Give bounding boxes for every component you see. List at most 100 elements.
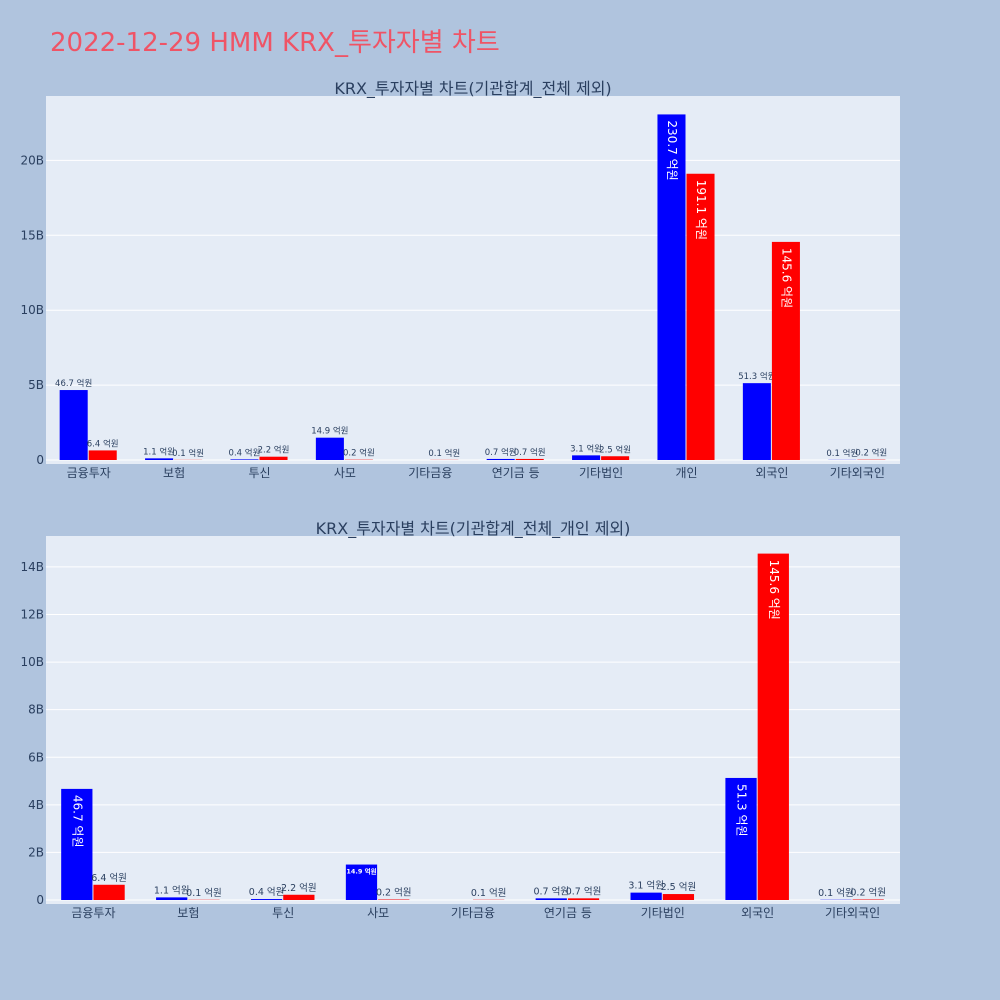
data-label: 0.7 억원 bbox=[566, 885, 602, 897]
data-label: 46.7 억원 bbox=[55, 378, 92, 389]
data-label: 145.6 억원 bbox=[779, 248, 793, 308]
bar bbox=[686, 173, 715, 460]
x-tick-label: 기타법인 bbox=[579, 466, 623, 480]
data-label: 1.1 억원 bbox=[143, 446, 175, 457]
x-tick-label: 투신 bbox=[248, 466, 270, 480]
data-label: 14.9 억원 bbox=[346, 867, 376, 876]
y-tick-label: 0 bbox=[36, 453, 44, 467]
bar bbox=[59, 390, 88, 460]
bar bbox=[315, 437, 344, 460]
bar bbox=[486, 458, 515, 460]
data-label: 46.7 억원 bbox=[70, 795, 84, 848]
data-label: 0.1 억원 bbox=[428, 448, 460, 459]
data-label: 1.1 억원 bbox=[154, 884, 190, 896]
bar bbox=[757, 553, 789, 900]
data-label: 3.1 억원 bbox=[570, 443, 602, 454]
y-tick-label: 14B bbox=[20, 560, 44, 574]
data-label: 2.5 억원 bbox=[661, 881, 697, 893]
x-tick-label: 개인 bbox=[675, 466, 697, 480]
data-label: 191.1 억원 bbox=[694, 180, 708, 240]
x-tick-label: 외국인 bbox=[755, 466, 788, 480]
data-label: 0.2 억원 bbox=[850, 887, 886, 899]
data-label: 2.5 억원 bbox=[599, 444, 631, 455]
x-tick-label: 연기금 등 bbox=[544, 906, 592, 920]
y-tick-label: 2B bbox=[28, 845, 44, 859]
data-label: 51.3 억원 bbox=[735, 784, 749, 837]
bar bbox=[572, 455, 601, 460]
y-tick-label: 6B bbox=[28, 750, 44, 764]
bar bbox=[88, 450, 117, 460]
y-tick-label: 5B bbox=[28, 378, 44, 392]
data-label: 0.2 억원 bbox=[376, 887, 412, 899]
chart-title: KRX_투자자별 차트(기관합계_전체 제외) bbox=[334, 79, 611, 99]
data-label: 2.2 억원 bbox=[258, 445, 290, 456]
x-tick-label: 기타외국인 bbox=[830, 466, 885, 480]
x-tick-label: 외국인 bbox=[741, 906, 774, 920]
bar bbox=[725, 777, 757, 900]
bar bbox=[742, 383, 771, 460]
x-tick-label: 금융투자 bbox=[67, 466, 111, 480]
data-label: 0.7 억원 bbox=[533, 885, 569, 897]
y-tick-label: 8B bbox=[28, 703, 44, 717]
bar bbox=[61, 788, 93, 900]
data-label: 6.4 억원 bbox=[87, 438, 119, 449]
data-label: 0.1 억원 bbox=[826, 448, 858, 459]
x-tick-label: 사모 bbox=[334, 466, 356, 480]
bar bbox=[601, 456, 630, 460]
data-label: 2.2 억원 bbox=[281, 882, 317, 894]
data-label: 0.4 억원 bbox=[249, 886, 285, 898]
data-label: 3.1 억원 bbox=[628, 880, 664, 892]
y-tick-label: 0 bbox=[36, 893, 44, 907]
bar bbox=[230, 459, 259, 460]
x-tick-label: 금융투자 bbox=[71, 906, 115, 920]
x-tick-label: 투신 bbox=[272, 906, 294, 920]
x-tick-label: 사모 bbox=[367, 906, 389, 920]
bar bbox=[156, 897, 188, 900]
x-tick-label: 보험 bbox=[163, 466, 185, 480]
y-tick-label: 20B bbox=[20, 153, 44, 167]
x-tick-label: 연기금 등 bbox=[492, 466, 540, 480]
data-label: 0.1 억원 bbox=[818, 887, 854, 899]
bar bbox=[145, 458, 174, 460]
data-label: 0.4 억원 bbox=[229, 447, 261, 458]
bar bbox=[657, 114, 686, 461]
data-label: 0.2 억원 bbox=[343, 448, 375, 459]
bar bbox=[515, 458, 544, 460]
bar bbox=[630, 892, 662, 900]
bar bbox=[771, 241, 800, 460]
y-tick-label: 10B bbox=[20, 655, 44, 669]
x-tick-label: 기타금융 bbox=[408, 466, 452, 480]
data-label: 230.7 억원 bbox=[665, 120, 679, 180]
x-tick-label: 보험 bbox=[177, 906, 199, 920]
data-label: 6.4 억원 bbox=[91, 872, 127, 884]
data-label: 51.3 억원 bbox=[738, 371, 775, 382]
data-label: 0.7 억원 bbox=[485, 447, 517, 458]
chart-title: KRX_투자자별 차트(기관합계_전체_개인 제외) bbox=[316, 519, 631, 539]
data-label: 0.7 억원 bbox=[514, 447, 546, 458]
data-label: 145.6 억원 bbox=[767, 560, 781, 620]
bar bbox=[662, 894, 695, 900]
data-label: 14.9 억원 bbox=[311, 426, 348, 437]
page-title: 2022-12-29 HMM KRX_투자자별 차트 bbox=[50, 28, 500, 58]
y-tick-label: 4B bbox=[28, 798, 44, 812]
x-tick-label: 기타법인 bbox=[641, 906, 685, 920]
y-tick-label: 10B bbox=[20, 303, 44, 317]
data-label: 0.2 억원 bbox=[855, 448, 887, 459]
y-tick-label: 12B bbox=[20, 608, 44, 622]
chart-1: 0 5B 10B 15B 20B KRX_투자자별 차트(기관합계_전체 제외) 금융투자 4… bbox=[20, 79, 900, 480]
bar bbox=[535, 898, 567, 900]
data-label: 0.1 억원 bbox=[471, 887, 507, 899]
data-label: 0.1 억원 bbox=[186, 887, 222, 899]
bar bbox=[250, 899, 283, 900]
bar bbox=[567, 898, 600, 900]
chart-2: 0 2B 4B 6B 8B 10B 12B 14B KRX_투자자별 차트(기관합계_전체_개인… bbox=[20, 519, 900, 920]
x-tick-label: 기타금융 bbox=[451, 906, 495, 920]
bar bbox=[283, 894, 315, 900]
data-label: 0.1 억원 bbox=[172, 448, 204, 459]
y-tick-label: 15B bbox=[20, 228, 44, 242]
x-tick-label: 기타외국인 bbox=[825, 906, 880, 920]
bar bbox=[259, 456, 288, 460]
bar bbox=[93, 884, 125, 900]
bar bbox=[345, 864, 378, 900]
